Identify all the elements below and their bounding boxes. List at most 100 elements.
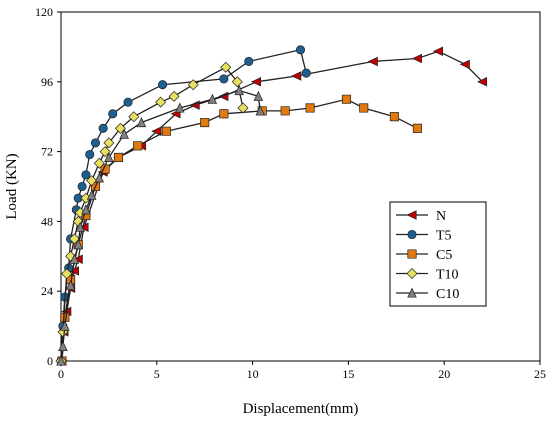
- data-point: [168, 90, 180, 102]
- y-tick-label: 0: [47, 354, 53, 368]
- legend-item: T5: [396, 229, 452, 244]
- data-point: [81, 170, 91, 180]
- plot-frame: [60, 11, 541, 362]
- data-point: [220, 61, 232, 73]
- data-point: [459, 59, 470, 70]
- x-tick-label: 15: [342, 367, 354, 381]
- y-tick-label: 96: [41, 75, 53, 89]
- series-line: [60, 89, 261, 362]
- data-point: [175, 102, 185, 113]
- series-layer: [55, 45, 488, 367]
- data-point: [114, 122, 126, 134]
- data-point: [253, 90, 264, 101]
- data-point: [367, 56, 378, 67]
- data-point: [123, 97, 133, 107]
- data-point: [90, 138, 101, 148]
- data-point: [108, 109, 118, 119]
- series-c5: [57, 94, 422, 366]
- data-point: [250, 77, 261, 87]
- data-point: [237, 102, 249, 114]
- data-point: [200, 117, 210, 128]
- legend-item: N: [396, 209, 446, 224]
- data-point: [151, 126, 162, 136]
- data-point: [219, 74, 229, 84]
- data-point: [341, 94, 352, 104]
- series-c10: [56, 85, 266, 366]
- axes: 0 5 10 15 20 25 0 24 48 72 96 120: [35, 5, 546, 381]
- data-point: [476, 77, 488, 87]
- data-point: [157, 80, 168, 90]
- data-point: [133, 141, 143, 151]
- data-point: [207, 93, 218, 104]
- data-point: [61, 268, 73, 280]
- data-point: [301, 68, 311, 78]
- series-line: [60, 49, 307, 362]
- legend-label: T5: [436, 229, 452, 244]
- data-point: [58, 340, 68, 352]
- x-tick-label: 10: [247, 367, 259, 381]
- data-point: [359, 103, 369, 113]
- y-tick-label: 120: [35, 5, 53, 19]
- data-point: [113, 152, 124, 162]
- data-point: [411, 53, 422, 64]
- data-point: [219, 109, 229, 119]
- legend-marker: [406, 268, 418, 279]
- legend-marker: [407, 249, 417, 259]
- legend: N T5 C5 T10 C10: [389, 201, 487, 307]
- x-axis-title: Displacement(mm): [243, 401, 359, 417]
- legend-label: N: [436, 209, 446, 224]
- legend-label: C5: [436, 248, 452, 263]
- data-point: [60, 312, 70, 322]
- data-point: [73, 239, 83, 250]
- data-point: [68, 233, 80, 245]
- data-point: [255, 105, 266, 116]
- data-point: [231, 76, 243, 88]
- data-point: [86, 189, 97, 200]
- data-point: [56, 355, 66, 366]
- data-point: [98, 123, 108, 133]
- data-point: [234, 85, 244, 96]
- legend-marker: [407, 229, 417, 240]
- data-point: [86, 175, 98, 187]
- data-point: [68, 266, 79, 276]
- legend-marker: [406, 210, 417, 220]
- data-point: [295, 45, 306, 55]
- y-tick-label: 48: [41, 214, 53, 228]
- data-point: [389, 112, 399, 122]
- data-point: [85, 149, 95, 160]
- data-point: [69, 253, 80, 264]
- data-point: [75, 221, 85, 232]
- series-line: [61, 98, 418, 362]
- data-point: [65, 279, 76, 290]
- data-point: [94, 172, 105, 183]
- legend-label: T10: [436, 268, 459, 283]
- data-point: [187, 79, 199, 91]
- data-point: [60, 320, 70, 331]
- data-point: [155, 96, 167, 108]
- data-point: [412, 123, 422, 133]
- x-tick-label: 5: [154, 367, 160, 381]
- x-tick-label: 0: [58, 367, 64, 381]
- legend-marker: [407, 287, 417, 298]
- data-point: [128, 111, 140, 123]
- legend-item: T10: [396, 268, 459, 283]
- data-point: [99, 146, 111, 158]
- legend-item: C5: [396, 248, 452, 263]
- x-tick-label: 25: [534, 367, 546, 381]
- y-tick-label: 24: [41, 284, 53, 298]
- data-point: [244, 56, 254, 66]
- data-point: [81, 204, 91, 215]
- data-point: [136, 116, 147, 128]
- data-point: [103, 137, 115, 149]
- data-point: [161, 126, 171, 136]
- y-tick-label: 72: [41, 145, 53, 159]
- series-t5: [56, 45, 311, 366]
- legend-label: C10: [436, 287, 459, 302]
- data-point: [93, 157, 105, 169]
- y-axis-title: Load (KN): [4, 153, 20, 219]
- data-point: [104, 151, 114, 162]
- data-point: [305, 103, 315, 113]
- x-tick-label: 20: [438, 367, 450, 381]
